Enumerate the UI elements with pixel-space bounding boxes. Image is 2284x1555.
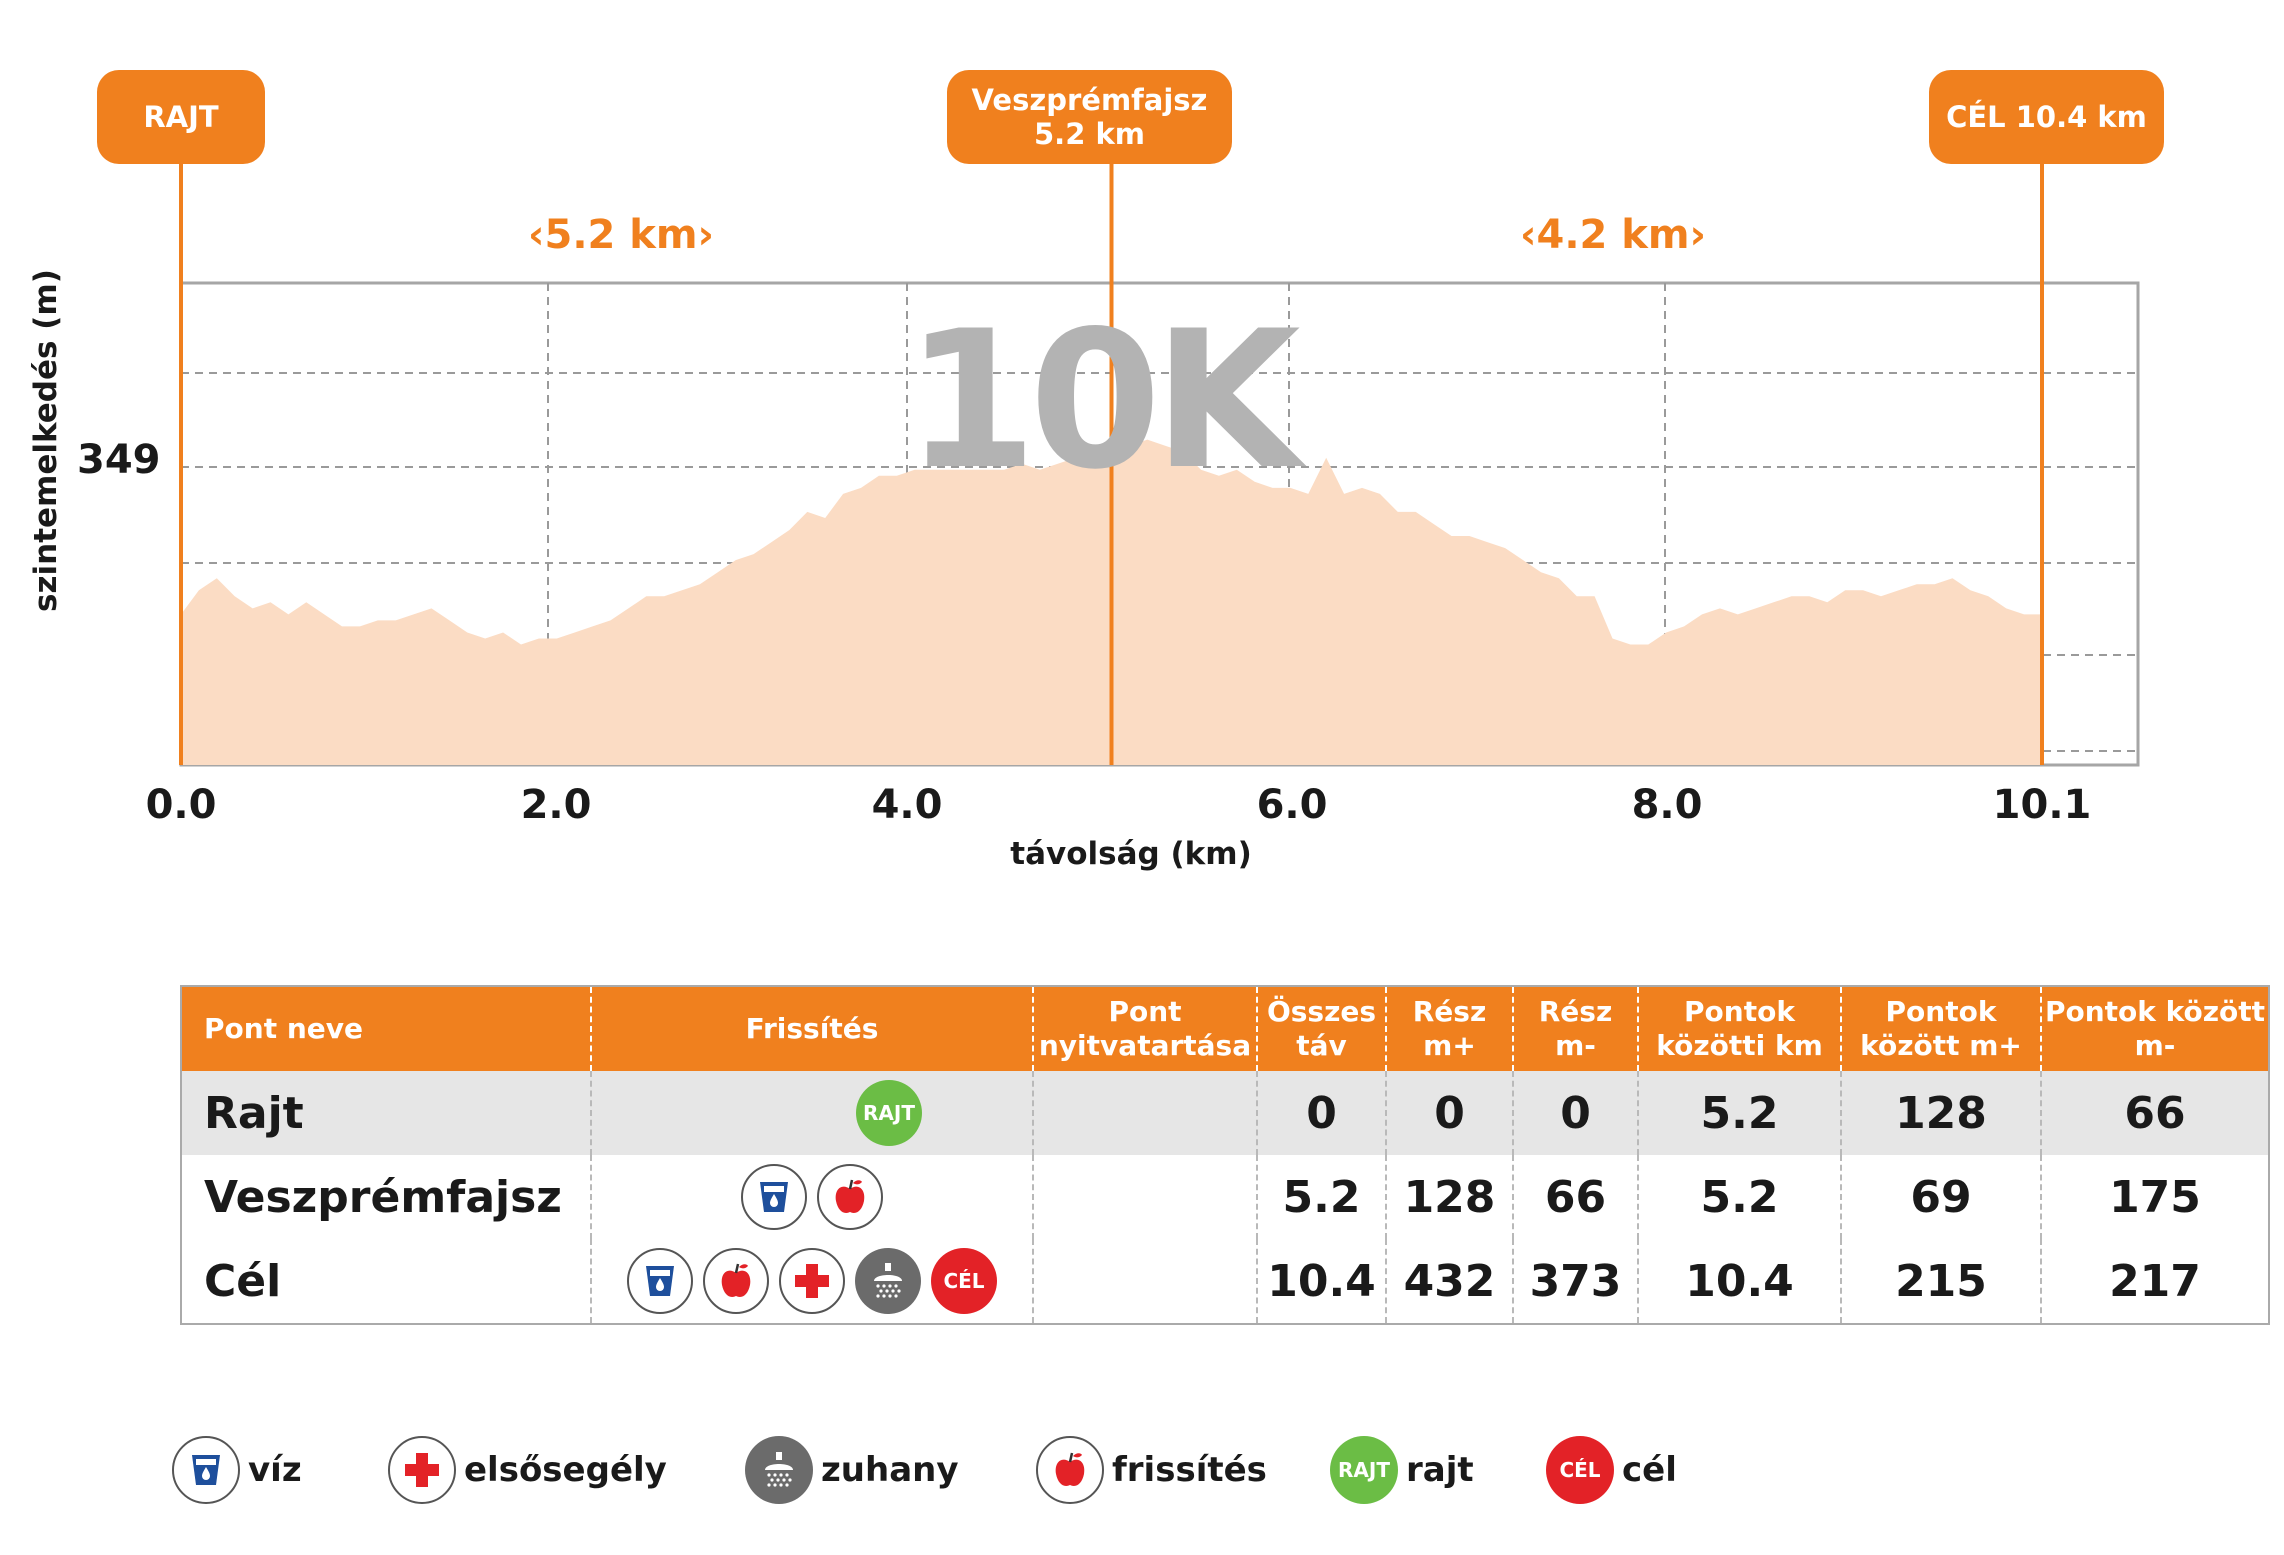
segment-ascent: 215: [1842, 1239, 2042, 1323]
header-cell: Pontok között m+: [1842, 987, 2042, 1071]
marker-cel: CÉL 10.4 km: [1929, 70, 2164, 164]
header-cell: Pontok közötti km: [1639, 987, 1842, 1071]
partial-descent: 0: [1514, 1071, 1639, 1155]
table-row: Cél CÉL 10.4 432 373 10.4 215 217: [182, 1239, 2268, 1323]
x-tick-label: 2.0: [520, 782, 592, 828]
opening-hours: [1034, 1155, 1258, 1239]
icon-group: [741, 1164, 883, 1230]
segment-ascent: 128: [1842, 1071, 2042, 1155]
segment-distance: 10.4: [1639, 1239, 1842, 1323]
header-cell: Pont neve: [182, 987, 592, 1071]
marker-label-line1: Veszprémfajsz: [971, 83, 1208, 117]
partial-ascent: 0: [1387, 1071, 1514, 1155]
legend-label: rajt: [1406, 1450, 1474, 1490]
checkpoint-name: Veszprémfajsz: [182, 1155, 592, 1239]
segment-label-1: ‹5.2 km›: [528, 212, 715, 258]
apple-icon: [1036, 1436, 1104, 1504]
header-cell: Frissítés: [592, 987, 1034, 1071]
refreshment-icons: CÉL: [592, 1239, 1034, 1323]
refreshment-icons: [592, 1155, 1034, 1239]
checkpoint-name: Rajt: [182, 1071, 592, 1155]
marker-veszpremfajsz: Veszprémfajsz 5.2 km: [947, 70, 1232, 164]
legend-label: cél: [1622, 1450, 1677, 1490]
cel-icon: CÉL: [931, 1248, 997, 1314]
segment-distance: 5.2: [1639, 1071, 1842, 1155]
total-distance: 0: [1258, 1071, 1387, 1155]
legend-item: CÉL cél: [1546, 1436, 1677, 1504]
header-cell: Rész m-: [1514, 987, 1639, 1071]
opening-hours: [1034, 1071, 1258, 1155]
legend-label: frissítés: [1112, 1450, 1267, 1490]
legend-item: zuhany: [745, 1436, 959, 1504]
x-axis-label: távolság (km): [1010, 836, 1252, 872]
icon-group: RAJT: [856, 1080, 922, 1146]
segment-descent: 66: [2124, 1087, 2186, 1139]
apple-icon: [817, 1164, 883, 1230]
x-tick-label: 6.0: [1256, 782, 1328, 828]
table-body: Rajt RAJT 0 0 0 5.2 128 66 Veszprémfajsz 5.2 128 6…: [182, 1071, 2268, 1323]
segment-ascent: 69: [1842, 1155, 2042, 1239]
refreshment-icons: RAJT: [592, 1071, 1034, 1155]
header-cell: Pontok között m-: [2044, 995, 2266, 1062]
y-axis-label: szintemelkedés (m): [28, 269, 64, 612]
segment-descent: 217: [2109, 1255, 2201, 1307]
checkpoint-table: Pont neve Frissítés Pont nyitvatartása Ö…: [180, 985, 2270, 1325]
marker-rajt: RAJT: [97, 70, 265, 164]
header-cell: Rész m+: [1387, 987, 1514, 1071]
cel-icon: CÉL: [1546, 1436, 1614, 1504]
header-cell: Pont nyitvatartása: [1034, 987, 1258, 1071]
legend-label: elsősegély: [464, 1450, 667, 1490]
legend-label: víz: [248, 1450, 302, 1490]
total-distance: 5.2: [1258, 1155, 1387, 1239]
shower-icon: [855, 1248, 921, 1314]
x-tick-label: 4.0: [871, 782, 943, 828]
table-header: Pont neve Frissítés Pont nyitvatartása Ö…: [182, 987, 2268, 1071]
partial-descent: 373: [1514, 1239, 1639, 1323]
checkpoint-name: Cél: [182, 1239, 592, 1323]
rajt-icon: RAJT: [1330, 1436, 1398, 1504]
y-tick-label: 349: [77, 437, 161, 483]
segment-descent: 175: [2109, 1171, 2201, 1223]
total-distance: 10.4: [1258, 1239, 1387, 1323]
water-icon: [172, 1436, 240, 1504]
shower-icon: [745, 1436, 813, 1504]
partial-descent: 66: [1514, 1155, 1639, 1239]
apple-icon: [703, 1248, 769, 1314]
marker-label: RAJT: [143, 100, 219, 134]
legend-item: víz: [172, 1436, 302, 1504]
legend-item: elsősegély: [388, 1436, 667, 1504]
water-icon: [741, 1164, 807, 1230]
header-cell: Összes táv: [1258, 987, 1387, 1071]
icon-group: CÉL: [627, 1248, 997, 1314]
opening-hours: [1034, 1239, 1258, 1323]
segment-distance: 5.2: [1639, 1155, 1842, 1239]
first-aid-icon: [779, 1248, 845, 1314]
legend-item: frissítés: [1036, 1436, 1267, 1504]
water-icon: [627, 1248, 693, 1314]
rajt-icon: RAJT: [856, 1080, 922, 1146]
x-tick-label: 10.1: [1992, 782, 2092, 828]
partial-ascent: 128: [1387, 1155, 1514, 1239]
legend-label: zuhany: [821, 1450, 959, 1490]
first-aid-icon: [388, 1436, 456, 1504]
watermark-10k: 10K: [905, 290, 1301, 511]
partial-ascent: 432: [1387, 1239, 1514, 1323]
table-row: Rajt RAJT 0 0 0 5.2 128 66: [182, 1071, 2268, 1155]
table-row: Veszprémfajsz 5.2 128 66 5.2 69 175: [182, 1155, 2268, 1239]
segment-label-2: ‹4.2 km›: [1520, 212, 1707, 258]
x-tick-label: 0.0: [145, 782, 217, 828]
legend-item: RAJT rajt: [1330, 1436, 1474, 1504]
x-tick-label: 8.0: [1631, 782, 1703, 828]
marker-label: CÉL 10.4 km: [1946, 100, 2147, 134]
marker-label-line2: 5.2 km: [1034, 117, 1145, 151]
